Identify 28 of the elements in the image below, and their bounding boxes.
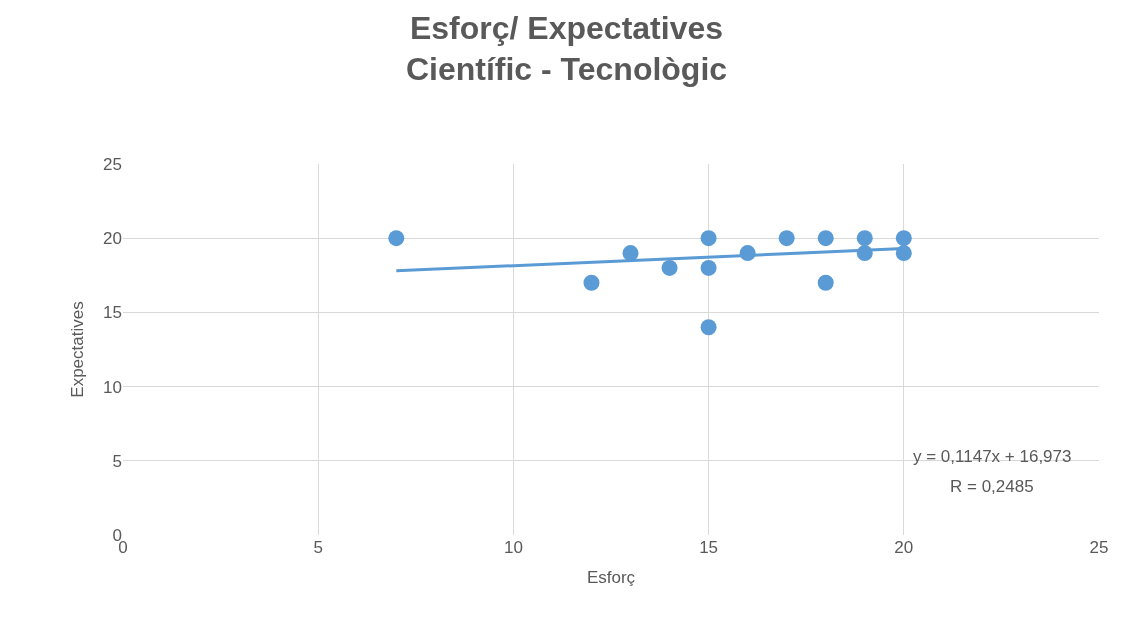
x-tick-label: 20 bbox=[894, 538, 914, 557]
y-tick-label: 25 bbox=[103, 154, 122, 174]
point bbox=[661, 259, 678, 276]
point bbox=[856, 230, 873, 247]
point bbox=[778, 230, 795, 247]
y-tick-label: 15 bbox=[103, 303, 122, 323]
point bbox=[817, 230, 834, 247]
y-tick-label: 5 bbox=[112, 451, 122, 471]
y-tick-label: 10 bbox=[103, 377, 122, 397]
y-axis-title: Expectatives bbox=[67, 301, 87, 398]
y-tick-label: 20 bbox=[103, 229, 122, 249]
point bbox=[700, 230, 717, 247]
x-tick-label: 15 bbox=[699, 538, 719, 557]
point bbox=[895, 230, 912, 247]
annotation: R = 0,2485 bbox=[950, 477, 1034, 496]
x-tick-label: 10 bbox=[503, 538, 523, 557]
point bbox=[700, 259, 717, 276]
x-tick-label: 25 bbox=[1089, 538, 1109, 557]
point bbox=[388, 230, 405, 247]
point bbox=[622, 245, 639, 262]
point bbox=[583, 274, 600, 291]
annotation: y = 0,1147x + 16,973 bbox=[913, 447, 1072, 466]
x-tick-label: 5 bbox=[313, 538, 323, 557]
point bbox=[817, 274, 834, 291]
x-axis-title: Esforç bbox=[586, 568, 636, 588]
point bbox=[895, 245, 912, 262]
point bbox=[700, 319, 717, 336]
chart-title: Esforç/ Expectatives Científic - Tecnològic bbox=[405, 9, 728, 88]
